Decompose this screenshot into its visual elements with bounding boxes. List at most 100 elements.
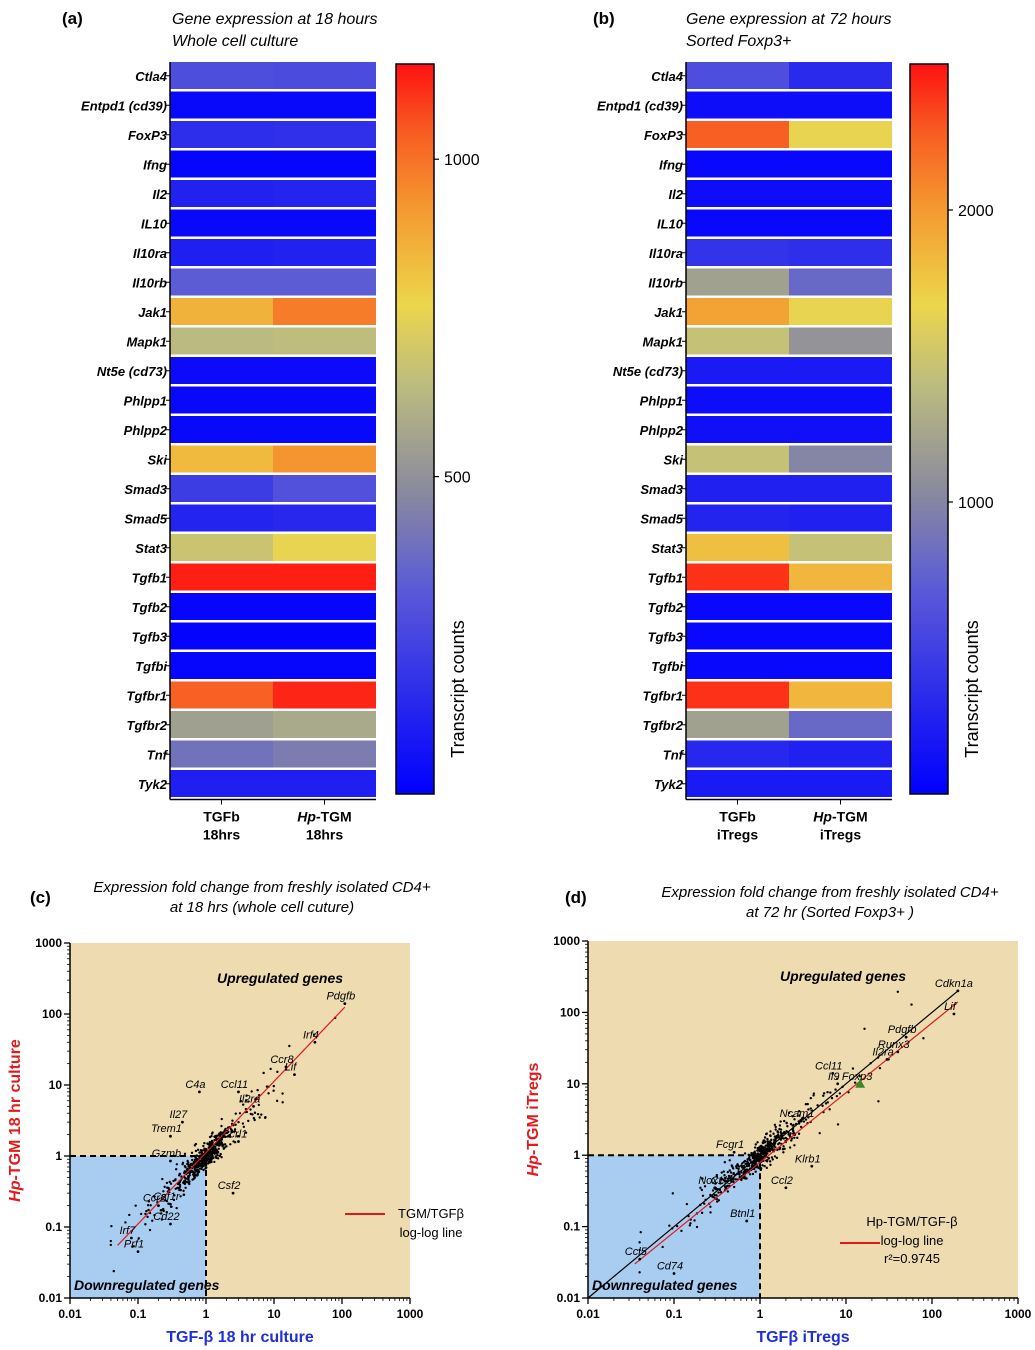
y-tick-label: 10 (567, 1077, 581, 1091)
row-label: Stat3 (651, 541, 684, 556)
data-point (191, 1158, 194, 1162)
data-point (253, 1118, 256, 1122)
data-point (756, 1149, 759, 1152)
data-point (251, 1113, 254, 1116)
y-tick-label: 1000 (35, 936, 62, 950)
heatmap-cell (789, 475, 892, 502)
data-point (782, 1119, 786, 1123)
row-label: Ifng (659, 157, 683, 172)
data-point (782, 1137, 786, 1140)
x-tick-label: 10 (267, 1307, 281, 1321)
data-point (188, 1174, 191, 1177)
gene-label: Irf7 (119, 1225, 136, 1237)
gene-point (831, 1071, 835, 1075)
gene-point (231, 1191, 235, 1195)
data-point (188, 1165, 191, 1168)
heatmap-cell (273, 504, 376, 532)
data-point (216, 1154, 219, 1157)
data-point (177, 1174, 181, 1177)
data-point (807, 1108, 810, 1111)
data-point (788, 1133, 792, 1136)
data-point (233, 1141, 237, 1144)
data-point (715, 1175, 719, 1178)
y-tick-label: 0.01 (557, 1291, 581, 1305)
row-label: Tgfbr2 (643, 718, 684, 733)
legend-text-1: TGM/TGFβ (398, 1206, 464, 1221)
region-label-up: Upregulated genes (780, 968, 906, 984)
scatter-panel-c: (c) Expression fold change from freshly i… (7, 879, 464, 1346)
data-point (220, 1138, 224, 1141)
data-point (768, 1140, 771, 1143)
x-tick-label: 0.1 (130, 1307, 147, 1321)
legend-text-1: Hp-TGM/TGF-β (866, 1214, 957, 1229)
heatmap-panel-b: (b) Gene expression at 72 hours Sorted Fox… (593, 9, 994, 843)
data-point (761, 1164, 764, 1167)
gene-label: Fcgr1 (716, 1139, 744, 1151)
row-label: Smad3 (640, 482, 683, 497)
data-point (729, 1171, 733, 1174)
data-point (242, 1125, 246, 1129)
data-point (151, 1219, 154, 1222)
data-point (797, 1132, 801, 1135)
data-point (834, 1088, 837, 1091)
data-point (131, 1245, 134, 1248)
data-point (237, 1120, 240, 1124)
data-point (165, 1210, 168, 1214)
x-tick-label: 1 (203, 1307, 210, 1321)
data-point (776, 1136, 779, 1139)
data-point (152, 1195, 156, 1198)
gene-label: Cd22 (153, 1211, 179, 1223)
data-point (751, 1172, 755, 1176)
data-point (821, 1104, 824, 1107)
data-point (124, 1221, 127, 1224)
heatmap-cell (789, 209, 892, 237)
heatmap-cell (789, 593, 892, 620)
legend-text-2: log-log line (400, 1225, 463, 1240)
data-point (203, 1141, 206, 1145)
data-point (256, 1112, 260, 1116)
data-point (668, 1224, 671, 1227)
heatmap-cell (170, 534, 273, 561)
data-point (208, 1161, 212, 1164)
gene-label: Ccrl1 (222, 1129, 248, 1141)
data-point (728, 1169, 731, 1172)
data-point (146, 1204, 150, 1207)
gene-label: Il9 (828, 1071, 840, 1083)
data-point (765, 1166, 768, 1170)
data-point (806, 1102, 809, 1106)
data-point (198, 1155, 201, 1159)
heatmap-cell (789, 740, 892, 768)
data-point (797, 1110, 801, 1113)
data-point (782, 1145, 785, 1148)
row-label: Ifng (143, 157, 167, 172)
row-label: Nt5e (cd73) (97, 364, 167, 379)
row-label: Entpd1 (cd39) (81, 98, 167, 113)
data-point (221, 1145, 224, 1148)
gene-point (732, 1150, 736, 1154)
chart-subtitle: Whole cell culture (172, 33, 298, 50)
data-point (224, 1128, 227, 1131)
heatmap-cell (170, 357, 273, 384)
heatmap-cell (789, 357, 892, 384)
data-point (252, 1116, 256, 1120)
data-point (741, 1162, 744, 1165)
data-point (195, 1169, 199, 1173)
heatmap-cell (686, 209, 789, 237)
chart-subtitle: Sorted Foxp3+ (686, 33, 791, 50)
heatmap-cell (170, 327, 273, 355)
data-point (196, 1148, 200, 1152)
data-point (773, 1144, 776, 1147)
heatmap-cell (170, 475, 273, 502)
data-point (700, 1211, 704, 1215)
data-point (770, 1145, 774, 1149)
data-point (272, 1089, 275, 1092)
heatmap-cell (789, 298, 892, 325)
data-point (822, 1094, 825, 1097)
data-point (202, 1168, 205, 1172)
data-point (759, 1166, 762, 1169)
data-point (778, 1146, 782, 1150)
colorbar-label: Transcript counts (448, 620, 468, 757)
data-point (258, 1116, 261, 1119)
heatmap-cell (686, 268, 789, 296)
x-tick-label: 1000 (1005, 1307, 1032, 1321)
